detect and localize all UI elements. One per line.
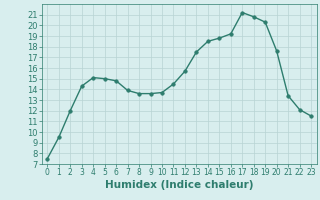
X-axis label: Humidex (Indice chaleur): Humidex (Indice chaleur)	[105, 180, 253, 190]
